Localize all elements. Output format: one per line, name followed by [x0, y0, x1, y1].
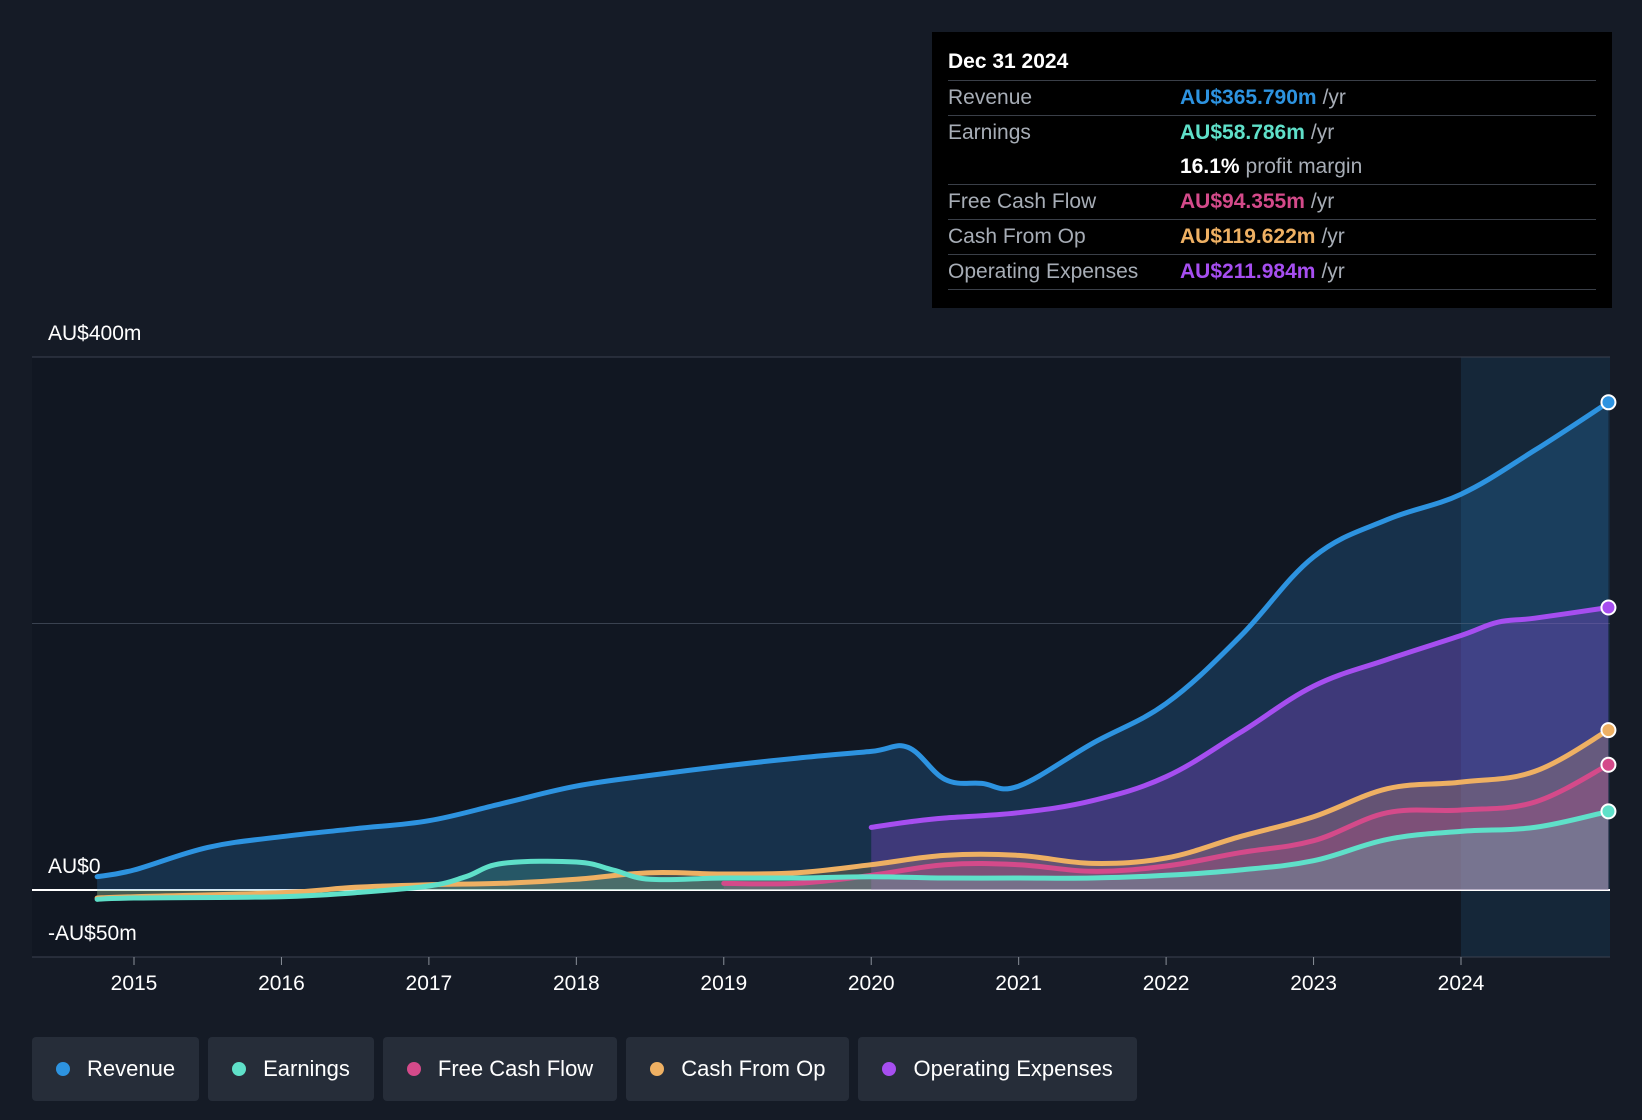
- tooltip-label: Earnings: [948, 121, 1031, 144]
- free-cash-flow-area: [723, 764, 1609, 890]
- tooltip-unit: /yr: [1321, 260, 1345, 283]
- tooltip-label: Revenue: [948, 86, 1033, 109]
- legend-label: Free Cash Flow: [437, 1056, 594, 1081]
- revenue-endpoint: [1600, 394, 1617, 411]
- x-tick-label: 2023: [1290, 972, 1337, 995]
- plot-background: [32, 357, 1610, 957]
- earnings-line: [94, 808, 1611, 902]
- x-tick-label: 2024: [1438, 972, 1485, 995]
- x-tick-label: 2019: [700, 972, 747, 995]
- earnings-area: [97, 811, 1609, 900]
- x-tick-label: 2022: [1143, 972, 1190, 995]
- tooltip-row-operating-expenses: Operating Expenses AU$211.984m /yr: [948, 255, 1596, 290]
- cash-from-op-dot-icon: [650, 1062, 665, 1076]
- tooltip-value: AU$365.790m: [1180, 86, 1317, 109]
- revenue-line: [94, 399, 1611, 880]
- tooltip-unit: /yr: [1322, 86, 1346, 109]
- free-cash-flow-dot-icon: [406, 1062, 421, 1076]
- operating-expenses-dot-icon: [882, 1062, 897, 1076]
- tooltip-row-revenue: Revenue AU$365.790m /yr: [948, 81, 1596, 116]
- cash-from-op-endpoint: [1600, 722, 1617, 739]
- y-tick-label: -AU$50m: [48, 922, 137, 945]
- operating-expenses-line: [868, 605, 1611, 830]
- tooltip-date: Dec 31 2024: [948, 46, 1596, 81]
- legend-item-operating-expenses[interactable]: Operating Expenses: [858, 1037, 1137, 1101]
- earnings-endpoint: [1600, 803, 1617, 820]
- x-tick-label: 2021: [995, 972, 1042, 995]
- x-tick-label: 2015: [111, 972, 158, 995]
- legend-item-earnings[interactable]: Earnings: [208, 1037, 374, 1101]
- y-tick-label: AU$0: [48, 855, 101, 878]
- tooltip-row-earnings: Earnings AU$58.786m /yr: [948, 116, 1596, 150]
- legend-label: Earnings: [263, 1056, 350, 1081]
- series-lines: [94, 399, 1611, 902]
- legend-label: Operating Expenses: [913, 1056, 1113, 1081]
- cash-from-op-line: [94, 727, 1611, 901]
- tooltip-row-profit-margin: 16.1% profit margin: [948, 150, 1596, 185]
- legend-item-cash-from-op[interactable]: Cash From Op: [626, 1037, 850, 1101]
- tooltip-row-cash-from-op: Cash From Op AU$119.622m /yr: [948, 220, 1596, 255]
- tooltip-label: Cash From Op: [948, 225, 1086, 248]
- profit-margin-label: profit margin: [1245, 155, 1363, 178]
- tooltip-unit: /yr: [1321, 225, 1345, 248]
- y-tick-label: AU$400m: [48, 322, 141, 345]
- series-endpoints: [1600, 394, 1617, 820]
- profit-margin-value: 16.1%: [1180, 155, 1240, 178]
- x-tick-label: 2020: [848, 972, 895, 995]
- operating-expenses-area: [871, 607, 1609, 890]
- x-tick-label: 2018: [553, 972, 600, 995]
- tooltip-value: AU$119.622m: [1180, 225, 1316, 248]
- tooltip-value: AU$211.984m: [1180, 260, 1316, 283]
- earnings-dot-icon: [232, 1062, 247, 1076]
- legend: Revenue Earnings Free Cash Flow Cash Fro…: [32, 1037, 1146, 1101]
- legend-label: Revenue: [87, 1056, 176, 1081]
- y-axis-labels: AU$400m AU$0 -AU$50m: [48, 322, 141, 945]
- tooltip-label: [948, 150, 1180, 184]
- legend-item-free-cash-flow[interactable]: Free Cash Flow: [382, 1037, 618, 1101]
- tooltip-value: AU$58.786m: [1180, 121, 1305, 144]
- tooltip-label: Operating Expenses: [948, 260, 1139, 283]
- tooltip: Dec 31 2024 Revenue AU$365.790m /yr Earn…: [932, 32, 1612, 308]
- legend-label: Cash From Op: [681, 1056, 826, 1081]
- operating-expenses-endpoint: [1600, 599, 1617, 616]
- x-axis-labels: 2015 2016 2017 2018 2019 2020 2021 2022 2023 2024: [111, 957, 1485, 995]
- tooltip-label: Free Cash Flow: [948, 190, 1097, 213]
- tooltip-row-free-cash-flow: Free Cash Flow AU$94.355m /yr: [948, 185, 1596, 220]
- tooltip-unit: /yr: [1310, 121, 1335, 144]
- free-cash-flow-endpoint: [1600, 756, 1617, 773]
- forecast-highlight-band: [1461, 357, 1610, 957]
- revenue-area: [97, 402, 1609, 890]
- tooltip-unit: /yr: [1310, 190, 1335, 213]
- legend-item-revenue[interactable]: Revenue: [32, 1037, 200, 1101]
- x-tick-label: 2016: [258, 972, 305, 995]
- x-tick-label: 2017: [406, 972, 453, 995]
- revenue-dot-icon: [56, 1062, 70, 1076]
- tooltip-value: AU$94.355m: [1180, 190, 1305, 213]
